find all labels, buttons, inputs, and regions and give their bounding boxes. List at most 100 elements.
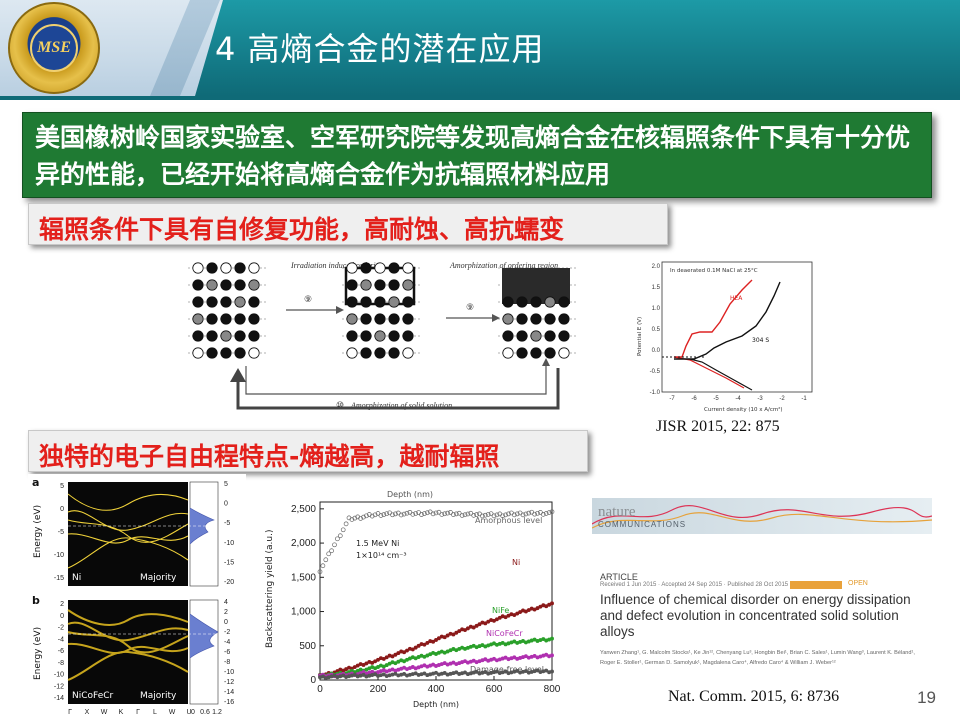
rbs-point-amorphous-level [491, 513, 497, 519]
rbs-point-amorphous-level [430, 511, 436, 517]
polarization-x-tick: -5 [713, 396, 719, 402]
rbs-point-amorphous-level [413, 511, 419, 516]
band-tick-label: -16 [224, 699, 234, 706]
rbs-point-ni [416, 643, 421, 648]
lattice-atom [346, 262, 358, 274]
lattice-atom [234, 313, 246, 325]
band-tick-label: 4 [224, 599, 228, 606]
rbs-series-label: Ni [512, 558, 520, 567]
lattice-atom [234, 347, 246, 359]
rbs-point-amorphous-level [343, 521, 349, 527]
lattice-atom [374, 347, 386, 359]
nature-article-panel: nature COMMUNICATIONS ARTICLE Received 1… [592, 498, 932, 698]
rbs-y-tick: 0 [310, 675, 316, 686]
open-access-label: OPEN [848, 580, 868, 587]
doi-badge [790, 581, 842, 589]
rbs-x-tick: 0 [317, 684, 323, 695]
band-tick-label: -2 [224, 629, 230, 636]
polarization-y-tick: 1.0 [652, 306, 661, 312]
lattice-atom [192, 262, 204, 274]
rbs-x-tick: 200 [370, 684, 387, 695]
mse-logo-text: MSE [37, 39, 71, 56]
rbs-annotation-2: 1×10¹⁴ cm⁻³ [356, 551, 407, 560]
band-tick-label: 0 [224, 501, 228, 508]
lattice-atom [220, 279, 232, 291]
article-dates: Received 1 Jun 2015 · Accepted 24 Sep 20… [600, 582, 789, 588]
polarization-y-tick: 1.5 [652, 285, 661, 291]
polarization-x-tick: -3 [757, 396, 763, 402]
rbs-point-damage-free-level [352, 672, 357, 677]
lattice-atom [374, 262, 386, 274]
rbs-point-amorphous-level [462, 512, 468, 518]
rbs-point-damage-free-level [463, 670, 467, 675]
lattice-atom [530, 330, 542, 342]
rbs-point-ni [436, 636, 441, 641]
band-tick-label: 0 [60, 506, 64, 513]
rbs-point-amorphous-level [390, 512, 395, 518]
rbs-point-ni [457, 629, 462, 633]
lattice-atom [516, 347, 528, 359]
rbs-point-amorphous-level [369, 513, 375, 519]
rbs-point-ni [431, 639, 436, 644]
ni-spin-label: Majority [140, 573, 177, 583]
irradiation-label: Irradiation induced ordering [290, 261, 384, 270]
lattice-atom [374, 296, 386, 308]
band-tick-label: -5 [58, 529, 64, 536]
lattice-atom [402, 296, 414, 308]
lattice-atom [544, 347, 556, 359]
rbs-point-amorphous-level [448, 510, 453, 515]
rbs-point-amorphous-level [401, 511, 407, 517]
rbs-point-damage-free-level [442, 670, 447, 675]
lattice-atom [530, 296, 542, 308]
band-tick-label: -6 [224, 649, 230, 656]
rbs-point-amorphous-level [393, 511, 398, 517]
k-point-label: W [101, 709, 108, 716]
lattice-atom [248, 347, 260, 359]
lattice-atom [220, 313, 232, 325]
lattice-atom [192, 313, 204, 325]
lattice-atom [402, 330, 414, 342]
band-tick-label: -8 [224, 659, 230, 666]
lattice-atom [388, 262, 400, 274]
rbs-point-ni [515, 611, 520, 616]
rbs-point-amorphous-level [436, 509, 442, 515]
lattice-atom [544, 296, 556, 308]
rbs-y-tick: 1,500 [291, 572, 316, 583]
highlight-text: 美国橡树岭国家实验室、空军研究院等发现高熵合金在核辐照条件下具有十分优异的性能，… [35, 123, 911, 189]
panel-a-label: a [32, 476, 39, 489]
rbs-point-ni [364, 661, 369, 666]
slide-title: 4 高熵合金的潜在应用 [215, 30, 545, 68]
rbs-point-ni [503, 615, 508, 620]
nature-wave-decoration [592, 505, 932, 529]
lattice-atom [502, 347, 514, 359]
rbs-point-ni [405, 648, 409, 653]
band-tick-label: -10 [54, 672, 64, 679]
lattice-atom [206, 296, 218, 308]
rbs-point-amorphous-level [358, 516, 363, 521]
lattice-atom [558, 313, 570, 325]
nature-header: nature COMMUNICATIONS [592, 498, 932, 534]
lattice-atom [516, 296, 528, 308]
rbs-point-damage-free-level [454, 670, 459, 675]
article-section-label: ARTICLE [600, 572, 638, 582]
lattice-atom [206, 330, 218, 342]
rbs-series-label: Amorphous level [475, 516, 542, 525]
rbs-point-ni [471, 625, 476, 630]
lattice-atom [388, 296, 400, 308]
rbs-point-ni [384, 655, 389, 660]
rbs-point-damage-free-level [381, 672, 386, 677]
rbs-point-amorphous-level [433, 510, 439, 516]
lattice-atom [206, 313, 218, 325]
rbs-point-damage-free-level [393, 671, 398, 676]
lattice-atom [192, 279, 204, 291]
band-tick-label: 0 [224, 619, 228, 626]
rbs-point-ni [463, 628, 467, 632]
k-point-label: U [186, 709, 191, 716]
band-tick-label: -15 [54, 575, 64, 582]
rbs-point-ni [492, 618, 496, 623]
rbs-point-ni [413, 645, 418, 650]
rbs-point-amorphous-level [349, 517, 355, 522]
k-point-label: W [169, 709, 176, 716]
page-number: 19 [917, 688, 936, 707]
rbs-point-damage-free-level [402, 671, 407, 676]
